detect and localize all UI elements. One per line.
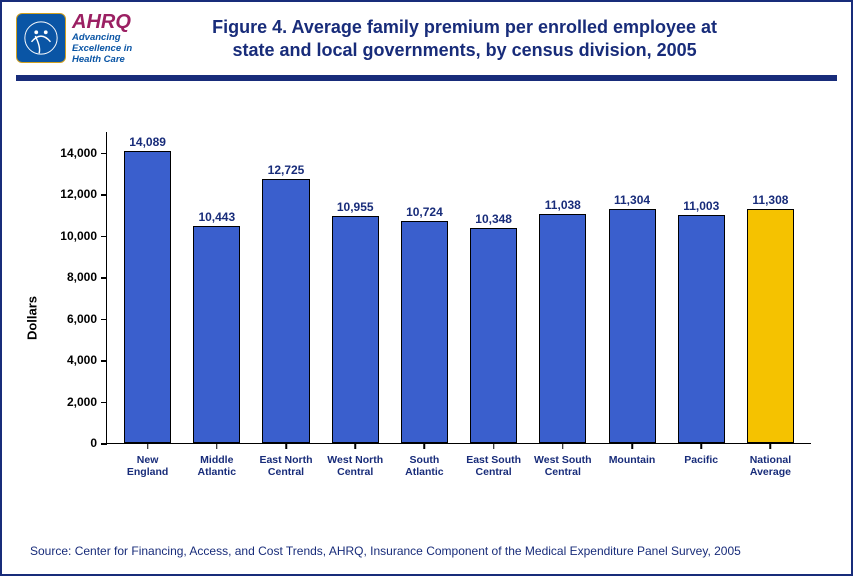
ahrq-wordmark: AHRQ Advancing Excellence in Health Care	[72, 12, 132, 65]
bars-container: 14,089New England10,443Middle Atlantic12…	[107, 132, 811, 443]
hhs-logo-icon	[16, 13, 66, 63]
y-tick: 14,000	[60, 146, 107, 160]
bar-rect	[401, 221, 448, 443]
header-row: AHRQ Advancing Excellence in Health Care…	[2, 2, 851, 65]
bar-category-label: Pacific	[670, 443, 732, 467]
bar-slot: 11,304Mountain	[597, 132, 666, 443]
figure-frame: AHRQ Advancing Excellence in Health Care…	[0, 0, 853, 576]
ahrq-tagline-3: Health Care	[72, 55, 132, 65]
bar-rect	[539, 214, 586, 443]
y-tick: 6,000	[67, 312, 107, 326]
bar-slot: 11,308National Average	[736, 132, 805, 443]
title-line-2: state and local governments, by census d…	[132, 39, 797, 62]
y-tick: 10,000	[60, 229, 107, 243]
bar-slot: 11,038West South Central	[528, 132, 597, 443]
bar-rect	[678, 215, 725, 443]
y-tick: 2,000	[67, 395, 107, 409]
bar-value-label: 10,348	[475, 212, 512, 226]
ahrq-tagline-2: Excellence in	[72, 44, 132, 54]
bar-rect	[470, 228, 517, 443]
source-footnote: Source: Center for Financing, Access, an…	[30, 544, 741, 558]
bar-rect	[747, 209, 794, 443]
bar-category-label: East North Central	[255, 443, 317, 478]
bar-slot: 11,003Pacific	[667, 132, 736, 443]
bar-rect	[193, 226, 240, 443]
bar-value-label: 11,038	[545, 198, 581, 212]
bar-slot: 14,089New England	[113, 132, 182, 443]
bar-slot: 10,348East South Central	[459, 132, 528, 443]
bar-category-label: South Atlantic	[393, 443, 455, 478]
bar-value-label: 11,304	[614, 193, 650, 207]
y-tick: 12,000	[60, 187, 107, 201]
bar-rect	[332, 216, 379, 443]
bar-category-label: Mountain	[601, 443, 663, 467]
bar-slot: 10,724South Atlantic	[390, 132, 459, 443]
bar-value-label: 10,443	[198, 210, 235, 224]
bar-category-label: National Average	[739, 443, 801, 478]
ahrq-tagline-1: Advancing	[72, 33, 132, 43]
title-line-1: Figure 4. Average family premium per enr…	[132, 16, 797, 39]
bar-category-label: West North Central	[324, 443, 386, 478]
bar-value-label: 12,725	[268, 163, 305, 177]
bar-category-label: East South Central	[462, 443, 524, 478]
logo-block: AHRQ Advancing Excellence in Health Care	[16, 12, 132, 65]
bar-slot: 10,443Middle Atlantic	[182, 132, 251, 443]
bar-slot: 10,955West North Central	[321, 132, 390, 443]
plot-region: 14,089New England10,443Middle Atlantic12…	[106, 132, 811, 444]
bar-rect	[609, 209, 656, 443]
bar-value-label: 11,308	[752, 193, 788, 207]
chart-area: Dollars 14,089New England10,443Middle At…	[42, 132, 811, 504]
bar-category-label: New England	[116, 443, 178, 478]
bar-value-label: 10,724	[406, 205, 443, 219]
y-tick: 0	[90, 436, 107, 450]
bar-slot: 12,725East North Central	[251, 132, 320, 443]
ahrq-acronym: AHRQ	[72, 12, 132, 32]
bar-value-label: 11,003	[683, 199, 719, 213]
bar-rect	[124, 151, 171, 443]
y-tick: 4,000	[67, 353, 107, 367]
figure-title: Figure 4. Average family premium per enr…	[132, 12, 837, 61]
bar-rect	[262, 179, 309, 443]
header-divider	[16, 75, 837, 81]
bar-value-label: 10,955	[337, 200, 374, 214]
bar-category-label: Middle Atlantic	[186, 443, 248, 478]
y-axis-label: Dollars	[25, 296, 40, 340]
bar-value-label: 14,089	[129, 135, 166, 149]
bar-category-label: West South Central	[532, 443, 594, 478]
y-tick: 8,000	[67, 270, 107, 284]
